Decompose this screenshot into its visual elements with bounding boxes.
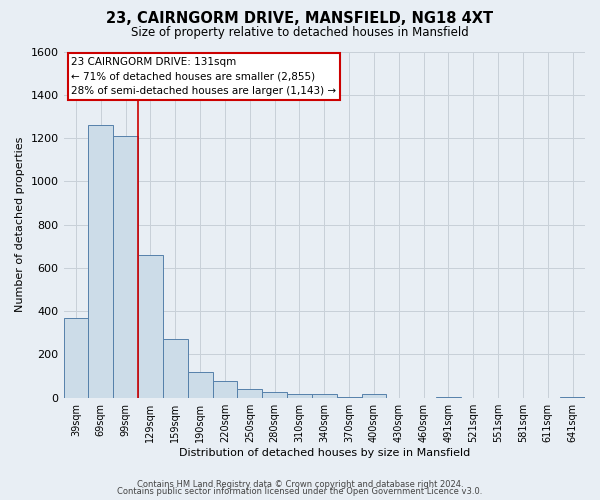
Bar	[312, 394, 337, 398]
Text: Contains public sector information licensed under the Open Government Licence v3: Contains public sector information licen…	[118, 488, 482, 496]
Bar	[188, 372, 212, 398]
Text: Contains HM Land Registry data © Crown copyright and database right 2024.: Contains HM Land Registry data © Crown c…	[137, 480, 463, 489]
Bar	[212, 382, 238, 398]
Bar	[88, 125, 113, 398]
Bar	[362, 394, 386, 398]
Text: 23, CAIRNGORM DRIVE, MANSFIELD, NG18 4XT: 23, CAIRNGORM DRIVE, MANSFIELD, NG18 4XT	[106, 11, 494, 26]
X-axis label: Distribution of detached houses by size in Mansfield: Distribution of detached houses by size …	[179, 448, 470, 458]
Bar	[113, 136, 138, 398]
Text: Size of property relative to detached houses in Mansfield: Size of property relative to detached ho…	[131, 26, 469, 39]
Text: 23 CAIRNGORM DRIVE: 131sqm
← 71% of detached houses are smaller (2,855)
28% of s: 23 CAIRNGORM DRIVE: 131sqm ← 71% of deta…	[71, 56, 337, 96]
Bar	[64, 318, 88, 398]
Bar	[287, 394, 312, 398]
Y-axis label: Number of detached properties: Number of detached properties	[15, 137, 25, 312]
Bar	[163, 340, 188, 398]
Bar	[337, 396, 362, 398]
Bar	[262, 392, 287, 398]
Bar	[138, 255, 163, 398]
Bar	[436, 396, 461, 398]
Bar	[238, 389, 262, 398]
Bar	[560, 396, 585, 398]
